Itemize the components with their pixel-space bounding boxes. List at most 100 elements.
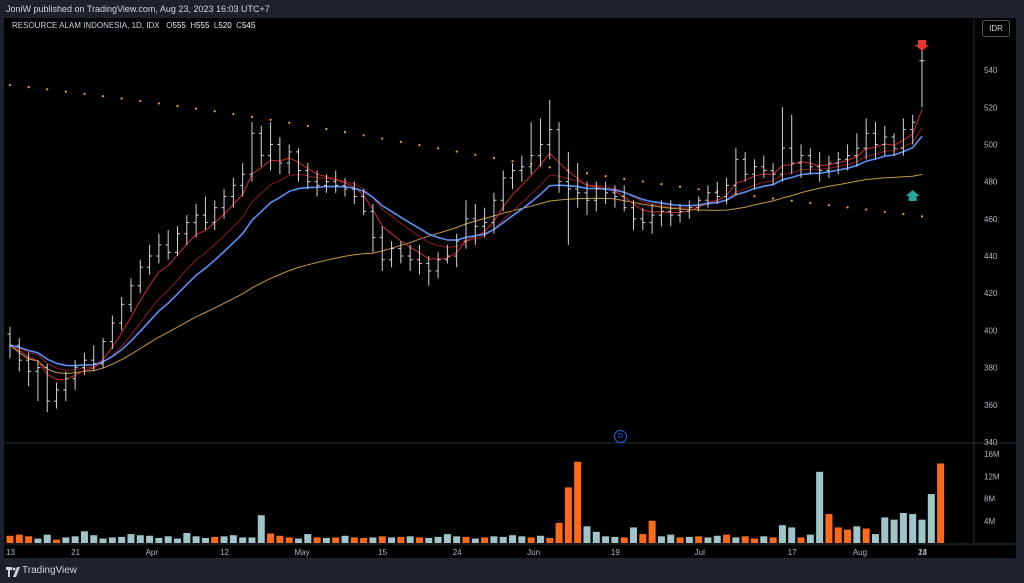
publish-bar: JoniW published on TradingView.com, Aug …	[0, 0, 1024, 18]
long-ma-dot	[343, 131, 347, 134]
long-ma-dot	[846, 206, 849, 209]
volume-bar	[174, 538, 182, 543]
price-tick-label: 380	[984, 364, 998, 373]
volume-bar	[229, 535, 237, 543]
volume-bar	[267, 533, 275, 543]
low-value: 520	[218, 21, 232, 30]
volume-bar	[620, 537, 628, 543]
volume-tick-label: 12M	[984, 472, 1000, 481]
volume-bar	[834, 527, 842, 543]
volume-bar	[927, 494, 935, 543]
volume-bar	[518, 536, 526, 543]
volume-bar	[676, 537, 684, 543]
volume-bar	[71, 536, 79, 543]
volume-bar	[499, 536, 507, 543]
price-tick-label: 360	[984, 401, 998, 410]
volume-bar	[630, 527, 638, 543]
price-tick-label: 460	[984, 215, 998, 224]
volume-bar	[341, 535, 349, 543]
long-ma-dot	[455, 150, 458, 153]
long-ma-dot	[623, 177, 626, 180]
volume-bar	[53, 539, 61, 543]
chart-area[interactable]: 56054052050048046044042040038036034016M1…	[4, 18, 1016, 558]
volume-bar	[43, 534, 51, 543]
dividend-marker[interactable]: D	[614, 430, 627, 443]
price-tick-label: 420	[984, 289, 998, 298]
time-tick-label: Apr	[146, 548, 159, 557]
time-tick-label: Jul	[695, 548, 705, 557]
ema-blue-line	[9, 135, 923, 367]
long-ma-dot	[604, 174, 607, 178]
volume-bar	[192, 536, 200, 543]
volume-bar	[509, 535, 517, 543]
buy-arrow-icon	[905, 190, 920, 201]
price-tick-label: 400	[984, 326, 998, 335]
long-ma-dot	[325, 127, 328, 131]
volume-bar	[155, 537, 163, 543]
volume-bar	[583, 526, 591, 543]
long-ma-dot	[83, 92, 86, 95]
volume-bar	[881, 517, 889, 543]
time-tick-label: 23	[918, 548, 927, 557]
tradingview-logo-icon	[6, 567, 20, 577]
volume-bar	[844, 529, 852, 543]
volume-bar	[527, 537, 535, 543]
volume-bar	[62, 537, 70, 543]
long-ma-dot	[306, 124, 309, 127]
long-ma-dot	[641, 180, 644, 183]
volume-bar	[564, 487, 572, 543]
volume-bar	[146, 535, 154, 543]
long-ma-dot	[678, 185, 682, 188]
volume-bar	[276, 535, 284, 543]
long-ma-dot	[697, 188, 700, 191]
volume-bar	[313, 537, 321, 543]
chart-canvas[interactable]: 56054052050048046044042040038036034016M1…	[4, 18, 1016, 558]
volume-bar	[639, 534, 647, 543]
volume-bar	[90, 535, 98, 543]
volume-bar	[462, 536, 470, 543]
volume-tick-label: 16M	[984, 450, 1000, 459]
volume-bar	[657, 536, 665, 543]
volume-bar	[899, 512, 907, 543]
high-value: 555	[196, 21, 210, 30]
volume-bar	[425, 537, 433, 543]
long-ma-dot	[8, 83, 12, 87]
volume-bar	[909, 514, 917, 543]
volume-bar	[201, 537, 209, 543]
volume-bar	[574, 461, 582, 543]
volume-bar	[760, 536, 768, 543]
time-tick-label: Jun	[527, 548, 540, 557]
volume-bar	[443, 534, 451, 543]
volume-bar	[211, 536, 219, 543]
close-value: 545	[241, 21, 256, 30]
volume-bar	[294, 538, 302, 543]
long-ma-dot	[902, 212, 905, 216]
time-tick-label: 17	[788, 548, 797, 557]
long-ma-dot	[176, 104, 179, 108]
time-tick-label: Aug	[853, 548, 867, 557]
volume-bar	[25, 536, 33, 543]
volume-bar	[136, 535, 144, 543]
volume-bar	[732, 537, 740, 543]
long-ma-dot	[492, 156, 496, 160]
long-ma-dot	[790, 199, 793, 202]
long-ma-dot	[865, 208, 868, 211]
volume-bar	[825, 514, 833, 543]
volume-bar	[118, 536, 126, 543]
long-ma-dot	[585, 172, 589, 175]
price-tick-label: 500	[984, 140, 998, 149]
volume-bar	[248, 537, 256, 543]
volume-bar	[741, 536, 749, 543]
volume-bar	[471, 538, 479, 543]
volume-bar	[592, 531, 600, 543]
volume-tick-label: 8M	[984, 495, 995, 504]
long-ma-dot	[474, 153, 477, 156]
volume-bar	[99, 538, 107, 543]
footer-bar: TradingView	[0, 561, 1024, 583]
currency-button[interactable]: IDR	[982, 20, 1010, 37]
close-label: C	[236, 21, 242, 30]
volume-bar	[369, 537, 377, 543]
volume-bar	[406, 536, 414, 543]
volume-bar	[388, 537, 396, 543]
long-ma-dot	[362, 134, 365, 137]
